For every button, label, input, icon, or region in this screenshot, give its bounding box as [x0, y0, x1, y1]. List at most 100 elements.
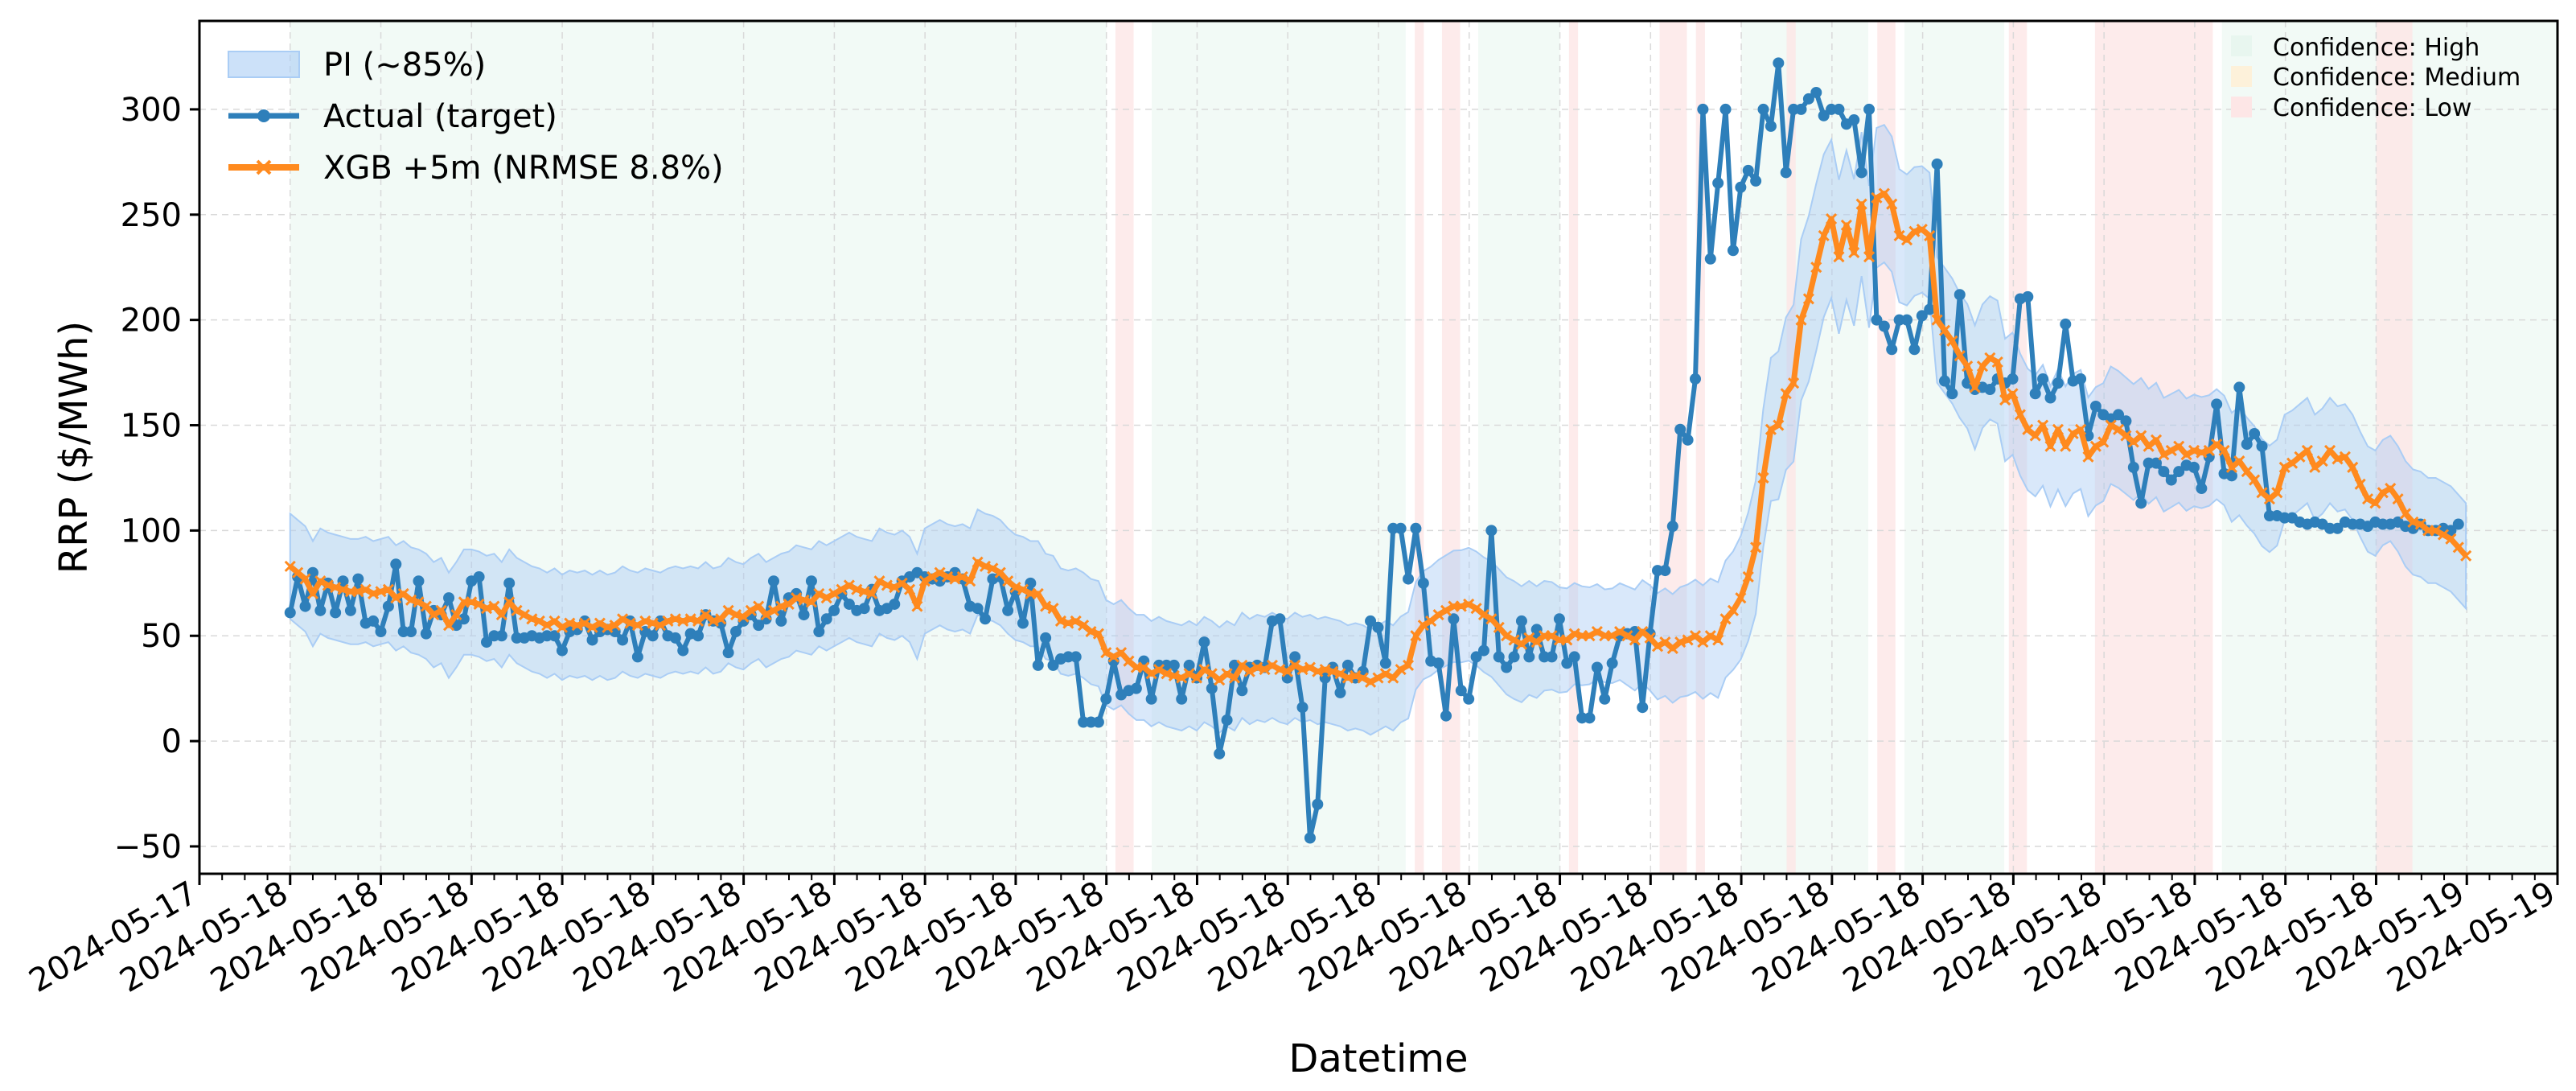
xgb-point — [2014, 409, 2026, 421]
actual-point — [858, 603, 870, 615]
xgb-point — [1032, 587, 1044, 599]
xgb-point — [2052, 423, 2064, 435]
xgb-point — [1365, 676, 1377, 688]
actual-point — [1924, 303, 1936, 315]
xgb-point — [1379, 668, 1391, 680]
xgb-point — [1107, 651, 1120, 663]
actual-point — [979, 613, 991, 625]
xgb-point — [617, 613, 629, 625]
xgb-point — [1304, 661, 1316, 673]
legend-marker-xgb — [256, 159, 272, 175]
actual-point — [1470, 651, 1482, 663]
xgb-point — [1221, 668, 1233, 680]
actual-point — [1599, 693, 1611, 705]
xgb-point — [2430, 525, 2442, 537]
actual-point — [1198, 636, 1210, 648]
actual-point — [1810, 86, 1822, 98]
xgb-point — [2233, 455, 2245, 467]
actual-point — [1040, 632, 1052, 644]
actual-point — [2007, 373, 2019, 385]
actual-point — [1100, 693, 1112, 705]
xgb-point — [1402, 659, 1415, 671]
actual-point — [1455, 685, 1467, 697]
y-tick-label: 0 — [162, 723, 182, 760]
xgb-point — [791, 592, 803, 604]
confidence-low-band — [1695, 21, 1705, 874]
actual-point — [767, 575, 779, 587]
actual-point — [1236, 685, 1248, 697]
xgb-point — [1878, 187, 1890, 200]
xgb-point — [858, 586, 870, 598]
actual-point — [1312, 798, 1324, 810]
xgb-point — [677, 615, 689, 627]
actual-point — [1304, 832, 1316, 844]
xgb-point — [639, 615, 651, 627]
actual-point — [1440, 710, 1452, 722]
actual-point — [1553, 613, 1565, 625]
xgb-point — [1357, 672, 1369, 684]
xgb-point — [1501, 630, 1513, 642]
y-axis: −50 0 50 100 150 200 250 300 — [114, 92, 199, 866]
xgb-point — [2097, 436, 2110, 448]
xgb-point — [1969, 381, 1981, 393]
xgb-point — [1092, 628, 1104, 640]
confidence-low-band — [2094, 21, 2213, 874]
xgb-point — [594, 617, 606, 629]
xgb-point — [1228, 672, 1241, 684]
xgb-point — [1742, 570, 1754, 583]
xgb-point — [390, 592, 402, 604]
actual-point — [443, 592, 455, 604]
xgb-point — [889, 581, 901, 594]
xgb-point — [2460, 550, 2472, 562]
xgb-point — [480, 603, 493, 615]
xgb-point — [1810, 261, 1822, 274]
xgb-point — [322, 579, 334, 591]
actual-point — [2158, 466, 2170, 478]
xgb-point — [533, 615, 545, 627]
xgb-point — [1991, 356, 2003, 368]
xgb-point — [1198, 664, 1210, 676]
actual-point — [753, 620, 765, 632]
xgb-point — [1802, 293, 1814, 305]
actual-point — [1818, 109, 1830, 121]
actual-point — [1984, 384, 1996, 396]
actual-point — [1916, 310, 1928, 322]
actual-point — [692, 630, 705, 642]
xgb-point — [1266, 659, 1279, 671]
actual-point — [828, 604, 840, 616]
xgb-point — [775, 600, 787, 612]
actual-point — [1296, 702, 1309, 714]
xgb-point — [2037, 419, 2049, 431]
xgb-point — [1674, 636, 1687, 648]
xgb-point — [1168, 669, 1180, 682]
conf-label-medium: Confidence: Medium — [2273, 64, 2521, 92]
xgb-point — [306, 587, 319, 599]
xgb-point — [1259, 664, 1271, 676]
xgb-point — [903, 583, 916, 595]
xgb-point — [2369, 497, 2381, 509]
actual-point — [1584, 712, 1596, 724]
y-tick-label: 50 — [141, 618, 182, 655]
actual-point — [1757, 103, 1769, 115]
actual-point — [390, 558, 402, 570]
actual-point — [1637, 702, 1649, 714]
xgb-point — [881, 579, 893, 591]
xgb-point — [707, 615, 719, 627]
xgb-point — [2196, 447, 2208, 459]
actual-point — [2332, 522, 2344, 534]
y-tick-label: 200 — [121, 303, 182, 340]
actual-point — [2233, 381, 2245, 393]
xgb-point — [813, 587, 825, 599]
xgb-point — [359, 583, 372, 595]
actual-point — [669, 632, 681, 644]
xgb-point — [466, 596, 478, 608]
xgb-point — [1410, 630, 1422, 642]
xgb-point — [1009, 581, 1021, 594]
confidence-low-band — [1441, 21, 1461, 874]
actual-point — [2452, 518, 2464, 530]
xgb-point — [828, 587, 840, 599]
xgb-point — [987, 562, 999, 574]
xgb-point — [1523, 632, 1535, 644]
actual-point — [1938, 375, 1950, 387]
actual-point — [2029, 388, 2041, 400]
